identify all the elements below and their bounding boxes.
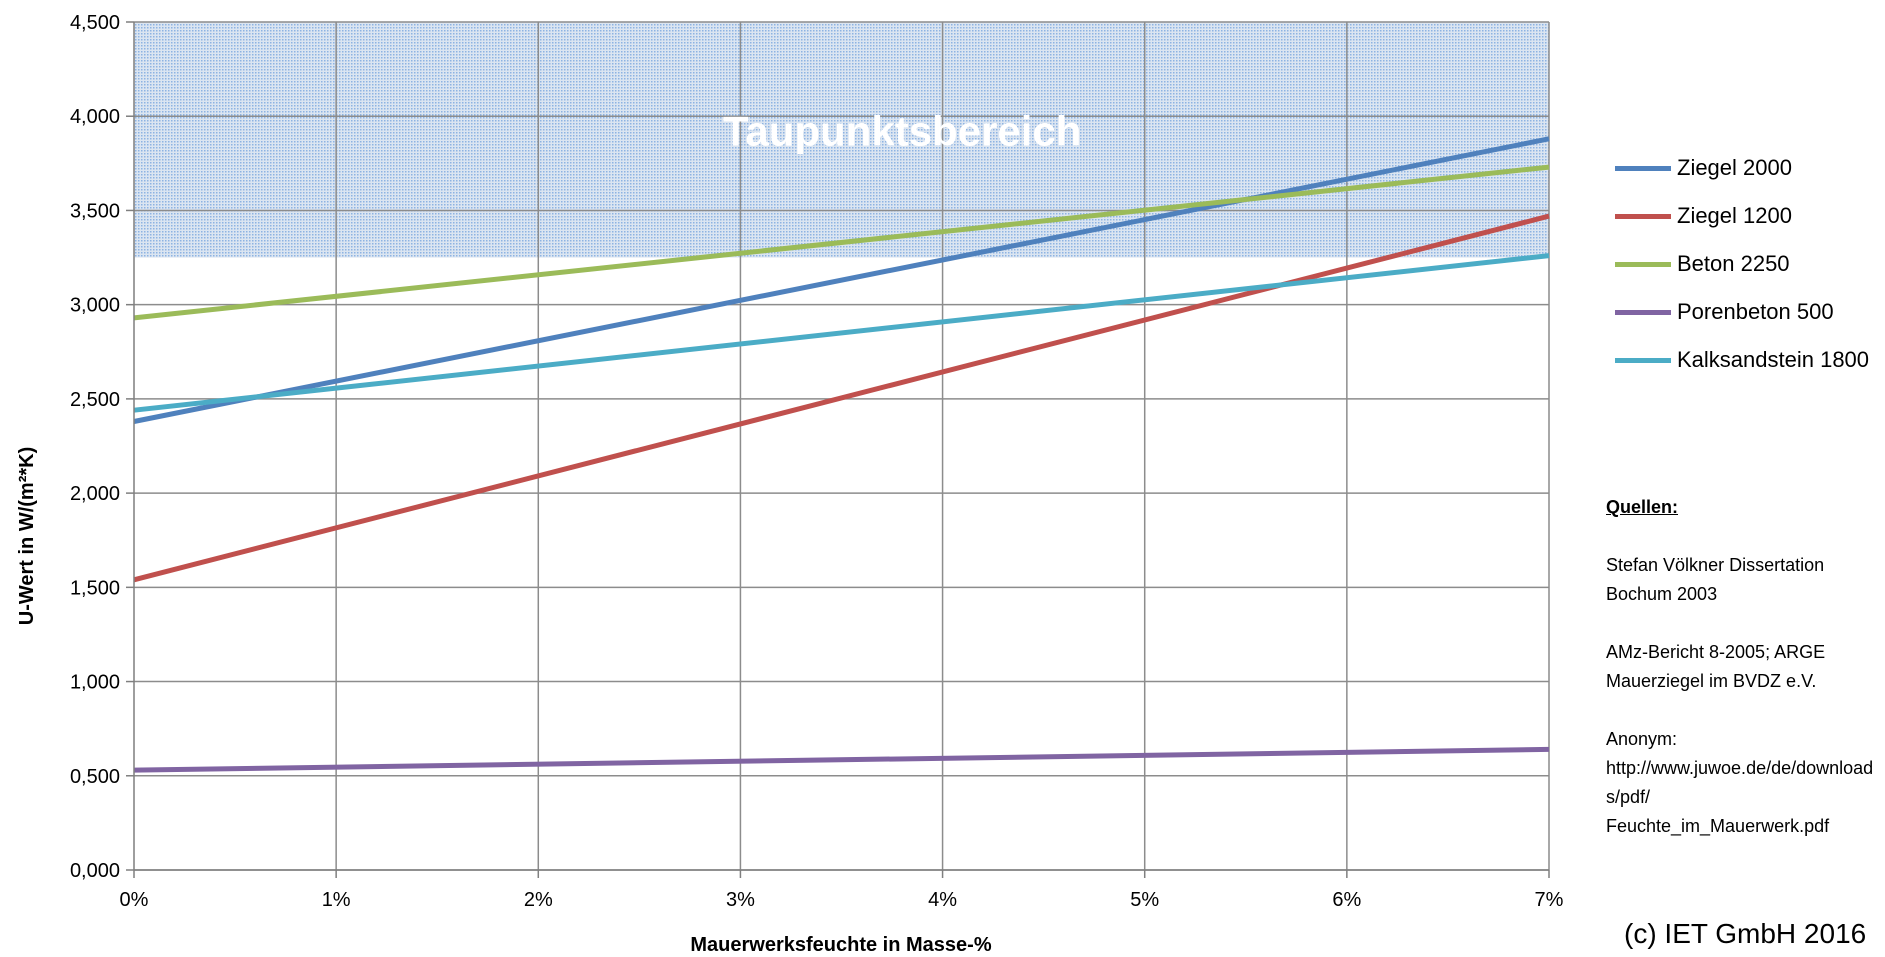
x-tick-label: 7% <box>1535 889 1564 911</box>
legend-item: Ziegel 1200 <box>1615 192 1869 240</box>
x-tick-label: 5% <box>1130 889 1159 911</box>
legend-label: Beton 2250 <box>1677 251 1790 276</box>
series-line <box>133 253 1550 413</box>
legend-swatch <box>1615 357 1671 363</box>
legend-label: Kalksandstein 1800 <box>1677 347 1870 372</box>
source-item: Anonym: http://www.juwoe.de/de/downloads… <box>1606 729 1874 836</box>
y-tick-label: 3,500 <box>70 200 120 222</box>
legend-swatch <box>1615 165 1671 171</box>
y-tick-label: 1,500 <box>70 577 120 599</box>
series-line <box>133 746 1550 773</box>
sources-block: Quellen: Stefan Völkner Dissertation Boc… <box>1606 493 1885 870</box>
legend-item: Ziegel 2000 <box>1615 144 1869 192</box>
legend-item: Kalksandstein 1800 <box>1615 336 1869 384</box>
legend-item: Beton 2250 <box>1615 240 1869 288</box>
legend: Ziegel 2000 Ziegel 1200 Beton 2250 Poren… <box>1615 144 1869 384</box>
legend-label: Ziegel 1200 <box>1677 203 1792 228</box>
source-item: Stefan Völkner Dissertation Bochum 2003 <box>1606 555 1825 604</box>
legend-item: Porenbeton 500 <box>1615 288 1869 336</box>
y-axis-title: U-Wert in W/(m²*K) <box>16 447 38 626</box>
legend-label: Porenbeton 500 <box>1677 299 1834 324</box>
source-item: AMz-Bericht 8-2005; ARGE Mauerziegel im … <box>1606 642 1826 691</box>
dew-point-region <box>134 22 1549 258</box>
x-tick-label: 0% <box>120 889 149 911</box>
y-tick-label: 2,000 <box>70 483 120 505</box>
x-tick-label: 4% <box>928 889 957 911</box>
y-tick-label: 1,000 <box>70 672 120 694</box>
x-tick-label: 1% <box>322 889 351 911</box>
y-tick-label: 3,000 <box>70 295 120 317</box>
x-tick-label: 3% <box>726 889 755 911</box>
series-line <box>133 136 1550 424</box>
x-tick-label: 6% <box>1332 889 1361 911</box>
x-tick-label: 2% <box>524 889 553 911</box>
series-line <box>133 213 1550 583</box>
legend-label: Ziegel 2000 <box>1677 155 1792 180</box>
y-tick-label: 0,000 <box>70 860 120 882</box>
series-line <box>133 164 1550 321</box>
y-tick-label: 4,000 <box>70 106 120 128</box>
legend-swatch <box>1615 261 1671 267</box>
x-axis-title: Mauerwerksfeuchte in Masse-% <box>690 934 991 956</box>
sources-title: Quellen: <box>1606 497 1679 517</box>
legend-swatch <box>1615 309 1671 315</box>
y-tick-label: 4,500 <box>70 12 120 34</box>
dew-point-region-label: Taupunktsbereich <box>723 107 1082 154</box>
copyright-text: (c) IET GmbH 2016 <box>1624 918 1867 949</box>
y-tick-label: 2,500 <box>70 389 120 411</box>
y-tick-label: 0,500 <box>70 766 120 788</box>
legend-swatch <box>1615 213 1671 219</box>
